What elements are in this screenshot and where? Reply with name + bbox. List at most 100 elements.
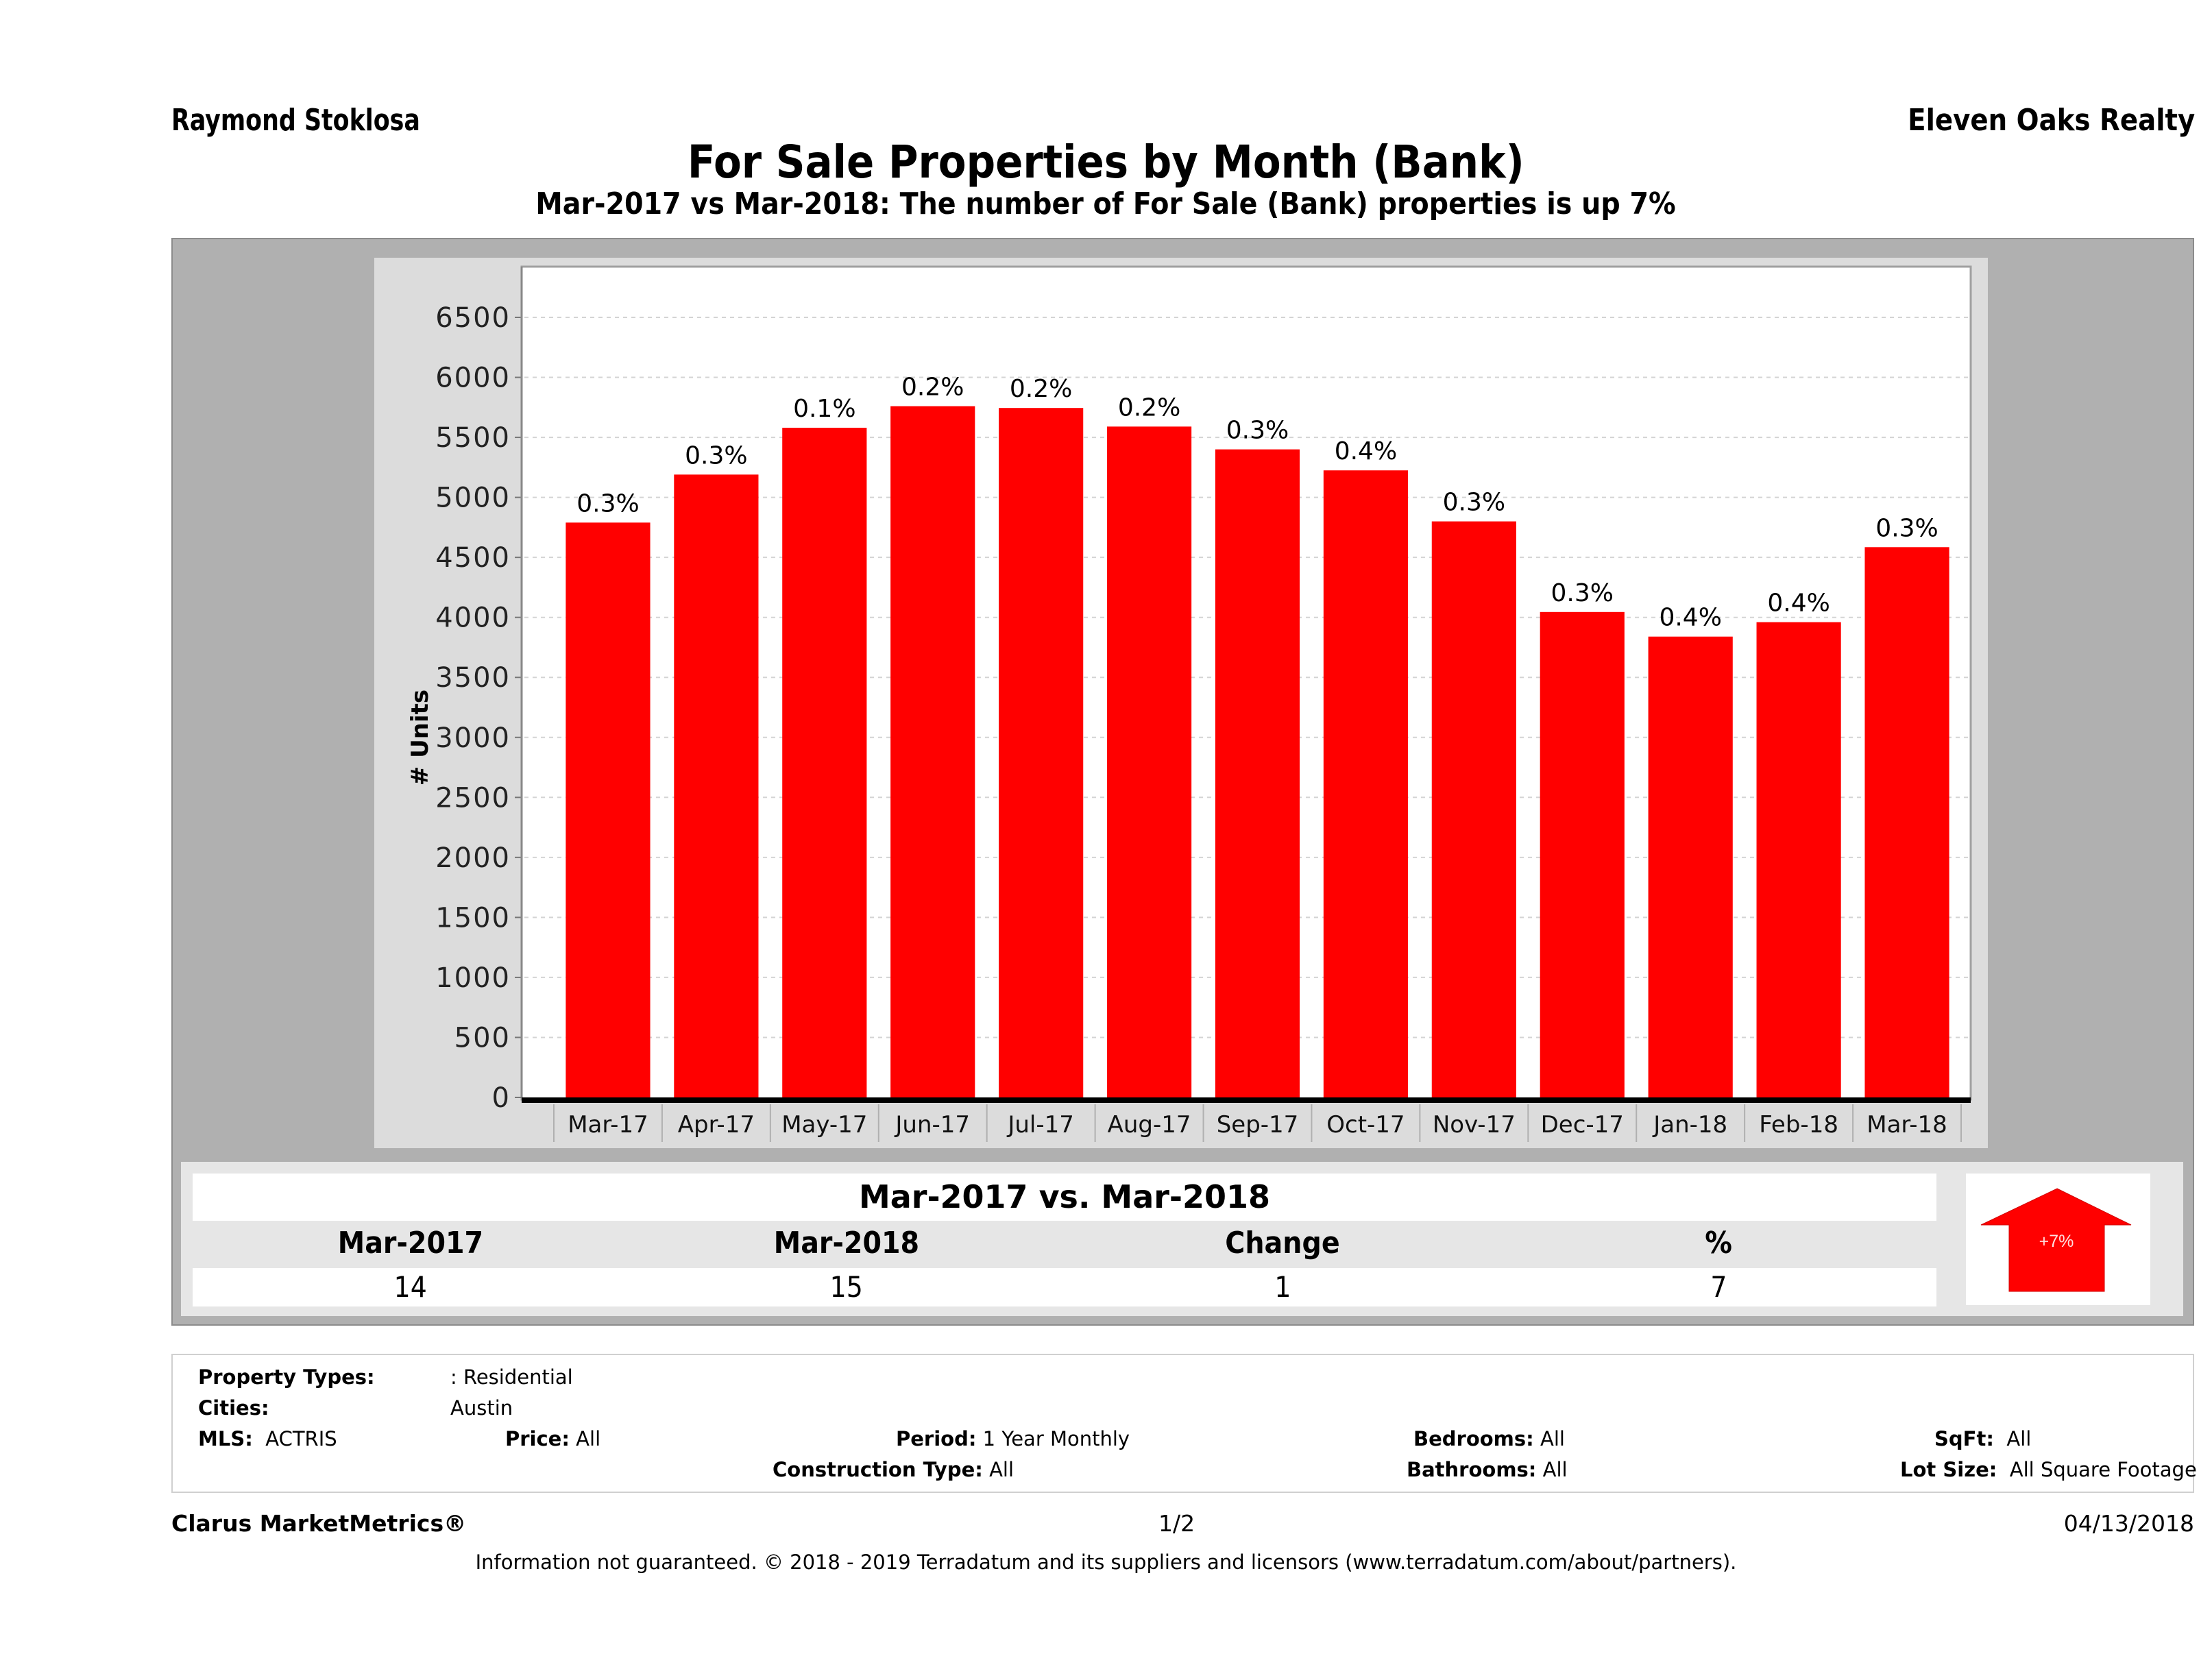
y-axis: 0 500 1000 1500 2000 2500 3000 3500 4000 4500 5000…: [435, 267, 523, 1114]
summary-value-cell: 1: [1065, 1268, 1500, 1306]
y-tick-label: 3000: [435, 722, 511, 754]
x-tick-label: Sep-17: [1217, 1111, 1299, 1139]
bar-oct-17: [1323, 470, 1409, 1097]
summary-header-cell: Mar-2018: [629, 1221, 1065, 1266]
summary-header-cell: Change: [1065, 1221, 1500, 1266]
x-axis: Mar-17 Apr-17 May-17 Jun-17 Jul-17 Aug-17 Sep-…: [522, 1097, 1971, 1142]
y-tick-label: 2000: [435, 842, 511, 874]
bar-data-label: 0.4%: [1767, 589, 1830, 618]
x-tick-label: Oct-17: [1326, 1111, 1405, 1139]
y-tick-label: 4500: [435, 542, 511, 574]
bar-mar-17: [566, 522, 651, 1097]
y-tick-label: 4000: [435, 603, 511, 634]
bar-data-label: 0.2%: [1010, 375, 1072, 403]
header-mar-2018: Mar-2018: [773, 1226, 920, 1261]
x-tick-label: May-17: [781, 1111, 867, 1139]
value-change: 1: [1274, 1270, 1291, 1304]
header-mar-2017: Mar-2017: [337, 1226, 484, 1261]
criteria-property-types-label: Property Types:: [198, 1365, 375, 1389]
summary-header-cell: %: [1500, 1221, 1936, 1266]
bar-data-label: 0.4%: [1335, 437, 1397, 465]
y-tick-label: 500: [454, 1022, 511, 1054]
bar-data-label: 0.3%: [1443, 489, 1505, 517]
criteria-period: Period: 1 Year Monthly: [896, 1427, 1130, 1450]
footer-brand: Clarus MarketMetrics®: [171, 1510, 467, 1537]
criteria-cities-value: Austin: [450, 1396, 513, 1420]
x-tick-label: Mar-17: [568, 1111, 648, 1139]
bar-jun-17: [890, 406, 975, 1097]
summary-value-cell: 7: [1500, 1268, 1936, 1306]
bar-dec-17: [1540, 611, 1625, 1097]
value-mar-2017: 14: [393, 1270, 428, 1304]
agent-name: Raymond Stoklosa: [171, 103, 420, 138]
bar-jul-17: [999, 408, 1084, 1097]
summary-header-row: Mar-2017 Mar-2018 Change %: [193, 1221, 1936, 1266]
value-percent: 7: [1710, 1270, 1727, 1304]
bar-data-label: 0.3%: [1551, 579, 1614, 607]
y-tick-label: 3500: [435, 662, 511, 694]
report-subtitle-text: Mar-2017 vs Mar-2018: The number of For …: [535, 186, 1677, 221]
header-percent: %: [1705, 1226, 1732, 1261]
y-axis-label: # Units: [406, 690, 434, 786]
report-title: For Sale Properties by Month (Bank): [0, 136, 2212, 189]
page-number: 1/2: [1158, 1510, 1195, 1537]
change-indicator-label: +7%: [2039, 1232, 2074, 1251]
y-tick-label: 5000: [435, 483, 511, 514]
bar-data-label: 0.3%: [1875, 514, 1938, 542]
y-tick-label: 5500: [435, 422, 511, 454]
bar-sep-17: [1215, 449, 1300, 1097]
bar-mar-18: [1864, 547, 1949, 1097]
criteria-bathrooms: Bathrooms: All: [1407, 1458, 1568, 1481]
criteria-property-types-value: : Residential: [450, 1365, 573, 1389]
criteria-cities-label: Cities:: [198, 1396, 269, 1420]
x-tick-label: Apr-17: [678, 1111, 755, 1139]
bar-apr-17: [674, 474, 759, 1097]
bar-may-17: [782, 428, 867, 1097]
y-tick-label: 6000: [435, 363, 511, 394]
search-criteria: Property Types: : Residential Cities: Au…: [171, 1354, 2197, 1493]
criteria-lot-size: Lot Size: All Square Footage: [1900, 1458, 2197, 1481]
x-tick-label: Jul-17: [1006, 1111, 1074, 1139]
report-subtitle: Mar-2017 vs Mar-2018: The number of For …: [0, 186, 2212, 221]
bar-nov-17: [1431, 521, 1516, 1097]
bar-chart: 0 500 1000 1500 2000 2500 3000 3500 4000 4500 5000…: [406, 265, 1972, 1142]
y-tick-label: 2500: [435, 782, 511, 814]
change-indicator: +7%: [1966, 1174, 2150, 1305]
summary-value-row: 14 15 1 7: [193, 1268, 1936, 1306]
bar-data-label: 0.1%: [793, 395, 855, 423]
disclaimer: Information not guaranteed. © 2018 - 201…: [475, 1551, 1737, 1574]
bar-data-label: 0.2%: [901, 374, 964, 402]
bar-aug-17: [1106, 426, 1192, 1097]
bar-data-label: 0.4%: [1659, 604, 1721, 632]
criteria-mls: MLS: ACTRIS: [198, 1427, 337, 1450]
x-tick-label: Jun-17: [894, 1111, 970, 1139]
summary-title: Mar-2017 vs. Mar-2018: [193, 1174, 1936, 1221]
y-tick-label: 6500: [435, 302, 511, 334]
report-title-text: For Sale Properties by Month (Bank): [688, 136, 1524, 189]
bar-data-label: 0.2%: [1118, 393, 1180, 422]
summary-value-cell: 14: [193, 1268, 629, 1306]
x-tick-label: Mar-18: [1867, 1111, 1947, 1139]
bar-jan-18: [1648, 636, 1733, 1097]
x-tick-label: Dec-17: [1541, 1111, 1624, 1139]
y-tick-label: 1000: [435, 962, 511, 994]
criteria-price: Price: All: [505, 1427, 601, 1450]
summary-value-cell: 15: [629, 1268, 1065, 1306]
bar-feb-18: [1756, 622, 1841, 1097]
x-tick-label: Nov-17: [1433, 1111, 1516, 1139]
x-tick-label: Feb-18: [1759, 1111, 1838, 1139]
criteria-construction-type: Construction Type: All: [773, 1458, 1014, 1481]
y-tick-label: 1500: [435, 902, 511, 934]
bars: 0.3% 0.3% 0.1% 0.2% 0.2% 0.2% 0.3% 0.4% 0.3% 0.3%…: [566, 374, 1949, 1097]
x-tick-label: Jan-18: [1652, 1111, 1727, 1139]
bar-data-label: 0.3%: [576, 489, 639, 518]
bar-data-label: 0.3%: [1226, 417, 1289, 445]
up-arrow-icon: +7%: [1980, 1188, 2132, 1292]
value-mar-2018: 15: [829, 1270, 864, 1304]
header-change: Change: [1225, 1226, 1340, 1261]
summary-header-cell: Mar-2017: [193, 1221, 629, 1266]
criteria-sqft: SqFt: All: [1934, 1427, 2032, 1450]
criteria-bedrooms: Bedrooms: All: [1413, 1427, 1565, 1450]
y-tick-label: 0: [492, 1082, 511, 1114]
company-name: Eleven Oaks Realty: [1907, 103, 2195, 138]
